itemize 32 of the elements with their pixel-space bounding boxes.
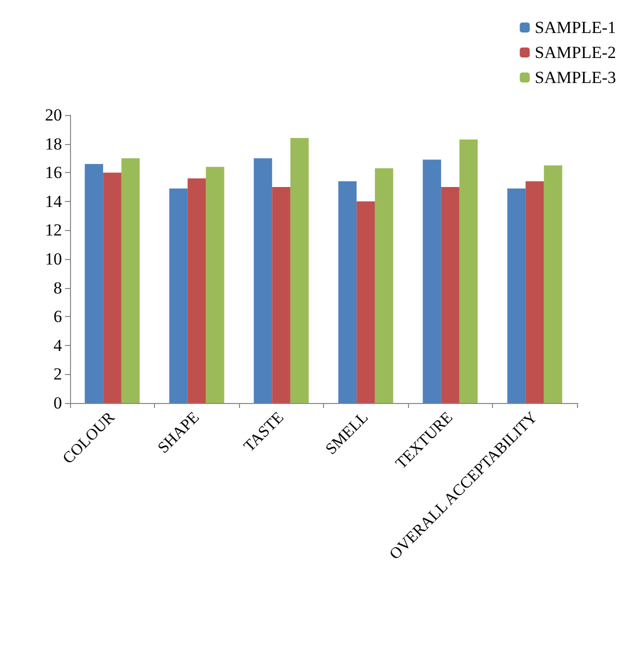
bar xyxy=(272,187,290,403)
bar xyxy=(290,138,309,403)
bar xyxy=(526,181,544,403)
bar xyxy=(254,158,272,403)
bar xyxy=(338,181,357,403)
y-tick-label: 6 xyxy=(54,307,62,326)
y-tick-label: 16 xyxy=(45,163,62,182)
bar xyxy=(188,178,206,403)
y-tick-label: 8 xyxy=(54,278,62,298)
y-tick-label: 0 xyxy=(54,394,62,412)
y-tick-label: 4 xyxy=(54,336,62,355)
bar xyxy=(459,139,478,403)
y-tick-label: 14 xyxy=(45,192,62,211)
bar xyxy=(121,158,140,403)
bar xyxy=(103,172,122,403)
bar xyxy=(374,168,394,403)
bar xyxy=(356,201,375,403)
y-tick-label: 12 xyxy=(45,220,62,240)
bar xyxy=(422,160,442,403)
legend-label: SAMPLE-3 xyxy=(534,68,616,87)
legend-label: SAMPLE-1 xyxy=(534,18,616,37)
y-tick-label: 10 xyxy=(45,250,62,268)
bar xyxy=(84,164,104,403)
bar xyxy=(441,187,460,403)
bar xyxy=(544,165,562,403)
bar xyxy=(507,188,526,403)
bar xyxy=(169,188,188,403)
legend-label: SAMPLE-2 xyxy=(534,43,616,62)
y-tick-label: 18 xyxy=(45,134,62,154)
y-tick-label: 2 xyxy=(54,364,62,384)
bar xyxy=(206,166,224,403)
y-tick-label: 20 xyxy=(45,106,62,124)
